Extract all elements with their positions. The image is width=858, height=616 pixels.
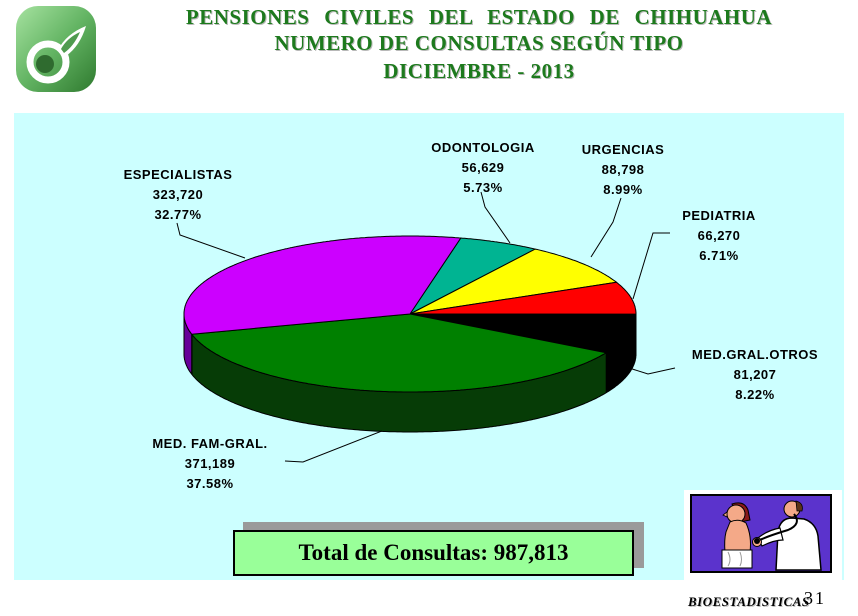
pensiones-logo-icon [16, 6, 96, 92]
patient-figure [721, 502, 753, 569]
slice-name: MED. FAM-GRAL. [152, 436, 268, 451]
pie-label-urgencias: URGENCIAS 88,798 8.99% [582, 140, 665, 200]
title-line-2: NUMERO DE CONSULTAS SEGÚN TIPO [274, 31, 684, 55]
page-number: 31 [804, 588, 826, 608]
leader-line-urgencias [590, 197, 622, 258]
slice-value: 323,720 [152, 187, 204, 202]
slice-percent: 32.77% [154, 207, 202, 222]
doctor-figure [752, 500, 822, 571]
slice-percent: 37.58% [186, 476, 234, 491]
slice-percent: 6.71% [699, 248, 739, 263]
total-consultas-label: Total de Consultas: 987,813 [298, 540, 569, 565]
slice-name: URGENCIAS [581, 142, 665, 157]
pie-slice-med-fam-gral [191, 313, 607, 393]
chart-panel: ESPECIALISTAS 323,720 32.77% ODONTOLOGIA… [14, 113, 844, 580]
slice-value: 371,189 [184, 456, 236, 471]
pie-slice-urgencias [409, 248, 617, 315]
slice-value: 81,207 [733, 367, 777, 382]
leader-line-odontologia [480, 191, 511, 244]
doctor-patient-clipart [684, 490, 842, 580]
footer-bioestadisticas: BIOESTADISTICAS [688, 594, 810, 609]
pie-slice-med-gral-otros [409, 313, 637, 354]
leader-line-med-gral-otros [625, 366, 676, 375]
slice-name: ESPECIALISTAS [123, 167, 233, 182]
leader-line-especialistas [176, 222, 246, 259]
pie-label-pediatria: PEDIATRIA 66,270 6.71% [682, 206, 756, 266]
title-line-3: DICIEMBRE - 2013 [383, 59, 575, 83]
leader-lines [176, 191, 676, 463]
total-consultas-box: Total de Consultas: 987,813 [233, 530, 634, 576]
slice-value: 66,270 [697, 228, 741, 243]
leader-line-pediatria [632, 232, 670, 300]
title-line-1: PENSIONES CIVILES DEL ESTADO DE CHIHUAHU… [185, 5, 773, 29]
slice-name: ODONTOLOGIA [431, 140, 535, 155]
pie-label-especialistas: ESPECIALISTAS 323,720 32.77% [124, 165, 233, 225]
slice-percent: 8.99% [603, 182, 643, 197]
pie-slice-pediatria [409, 281, 637, 315]
slice-value: 88,798 [601, 162, 645, 177]
slice-percent: 8.22% [735, 387, 775, 402]
pie-label-med-gral-otros: MED.GRAL.OTROS 81,207 8.22% [692, 345, 818, 405]
slide-title: PENSIONES CIVILES DEL ESTADO DE CHIHUAHU… [108, 4, 850, 85]
pie-chart [176, 191, 676, 463]
pie-slice-especialistas [183, 235, 462, 335]
leader-line-med-fam-gral [284, 430, 383, 463]
pie-label-med-fam-gral: MED. FAM-GRAL. 371,189 37.58% [152, 434, 267, 494]
slice-value: 56,629 [461, 160, 505, 175]
slice-percent: 5.73% [463, 180, 503, 195]
slice-name: PEDIATRIA [682, 208, 756, 223]
pie-label-odontologia: ODONTOLOGIA 56,629 5.73% [431, 138, 534, 198]
pie-slice-odontologia [409, 237, 536, 315]
slice-name: MED.GRAL.OTROS [691, 347, 819, 362]
pie-slices [183, 235, 637, 433]
